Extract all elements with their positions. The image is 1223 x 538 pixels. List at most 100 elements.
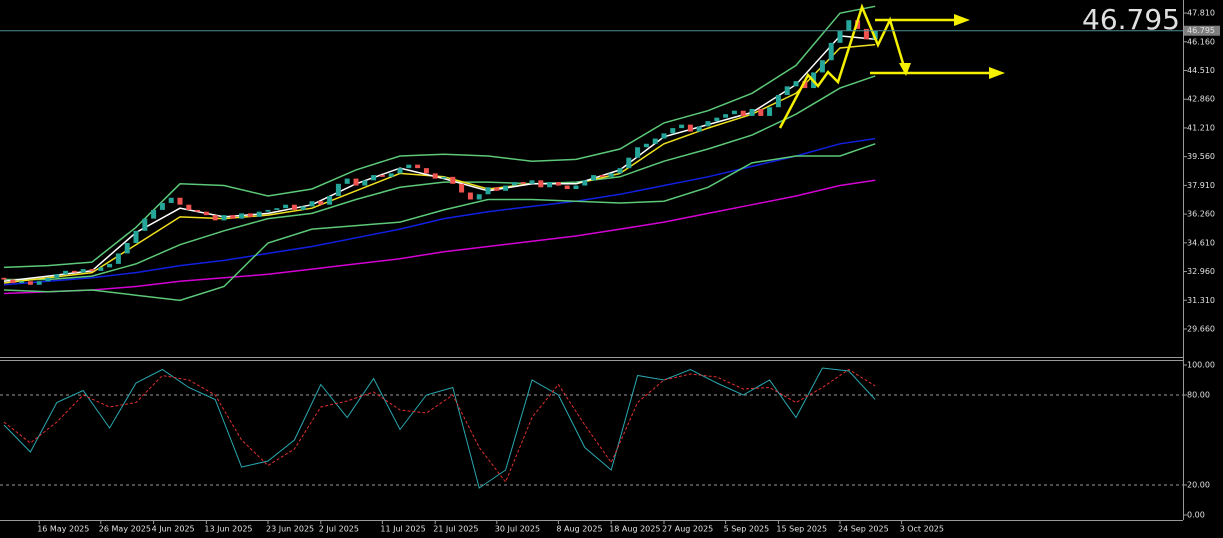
candle [828, 42, 834, 61]
indicator-line [3, 179, 876, 295]
candle [142, 218, 148, 231]
candle [652, 138, 658, 144]
y-tick-label: 41.210 [1187, 123, 1215, 132]
annotation-arrows [778, 3, 993, 129]
candle [362, 180, 368, 186]
candle [564, 185, 570, 190]
candle [371, 175, 377, 181]
x-tick-label: 21 Jul 2025 [433, 525, 478, 534]
candle [265, 209, 271, 212]
candle [221, 215, 227, 221]
x-tick-label: 5 Sep 2025 [724, 525, 770, 534]
y-tick-label: 80.00 [1187, 390, 1210, 399]
candle [1, 277, 7, 280]
candle [195, 209, 201, 212]
candle [740, 110, 746, 116]
x-tick-label: 15 Sep 2025 [776, 525, 827, 534]
candle [617, 168, 623, 174]
candle [687, 124, 693, 132]
candle [767, 107, 773, 116]
candle [599, 175, 605, 177]
candle [27, 281, 33, 285]
candle [300, 206, 306, 210]
x-tick-label: 8 Aug 2025 [556, 525, 602, 534]
y-tick-label: 36.260 [1187, 210, 1215, 219]
candle [423, 168, 429, 174]
candle [124, 242, 130, 254]
candle [54, 274, 60, 278]
candle [291, 204, 297, 210]
oscillator-line [3, 368, 876, 483]
x-tick-label: 24 Sep 2025 [838, 525, 889, 534]
arrow-head [899, 63, 911, 76]
y-tick-label: 31.310 [1187, 296, 1215, 305]
candle [388, 173, 394, 177]
candle [775, 95, 781, 108]
indicator-line [4, 75, 876, 281]
indicator-line [3, 35, 876, 283]
candle [714, 117, 720, 122]
candle [749, 108, 755, 116]
candle [107, 263, 113, 268]
candle [872, 30, 878, 40]
candle [89, 269, 95, 271]
x-tick-label: 3 Oct 2025 [900, 525, 944, 534]
candle [643, 143, 649, 148]
candle [511, 182, 517, 186]
x-tick-label: 23 Jun 2025 [266, 525, 314, 534]
x-tick-label: 16 May 2025 [37, 525, 89, 534]
last-price-big: 46.795 [1082, 3, 1180, 36]
y-tick-label: 32.960 [1187, 267, 1215, 276]
candle [626, 157, 632, 169]
candle [793, 81, 799, 87]
indicator-line [3, 43, 876, 284]
candle [177, 197, 183, 205]
candle [538, 180, 544, 188]
y-tick-label: 29.660 [1187, 324, 1215, 333]
candle [274, 208, 280, 210]
candle [547, 182, 553, 188]
candle [863, 28, 869, 40]
last-price-box [1184, 25, 1220, 36]
candle [63, 270, 69, 275]
candle [573, 185, 579, 190]
candle [133, 230, 139, 243]
candle [203, 211, 209, 216]
candle [98, 267, 104, 271]
candle [802, 81, 808, 89]
candle [230, 215, 236, 219]
oscillator-line [3, 367, 876, 489]
candle [247, 213, 253, 217]
candle [239, 213, 245, 219]
candle [529, 180, 535, 184]
candle [397, 168, 403, 174]
candle [758, 108, 764, 116]
candle [731, 110, 737, 115]
x-tick-label: 18 Aug 2025 [609, 525, 660, 534]
candle [476, 194, 482, 200]
candle [582, 180, 588, 186]
candle [661, 133, 667, 139]
y-tick-label: 0.00 [1187, 511, 1205, 520]
candle [503, 185, 509, 191]
candle [837, 30, 843, 43]
y-tick-label: 44.510 [1187, 66, 1215, 75]
x-tick-label: 13 Jun 2025 [204, 525, 252, 534]
plot-area [0, 5, 1183, 489]
candle [415, 164, 421, 169]
candle [696, 126, 702, 132]
indicator-line [3, 5, 876, 269]
y-tick-label: 42.860 [1187, 95, 1215, 104]
candle [36, 281, 42, 285]
candle [212, 215, 218, 221]
x-tick-label: 30 Jul 2025 [495, 525, 540, 534]
x-tick-label: 26 May 2025 [99, 525, 151, 534]
y-tick-label: 39.560 [1187, 152, 1215, 161]
y-tick-label: 37.910 [1187, 181, 1215, 190]
candle [309, 201, 315, 207]
x-tick-label: 27 Aug 2025 [662, 525, 713, 534]
y-tick-label: 20.00 [1187, 481, 1210, 490]
candle [80, 269, 86, 273]
candle [10, 279, 16, 284]
